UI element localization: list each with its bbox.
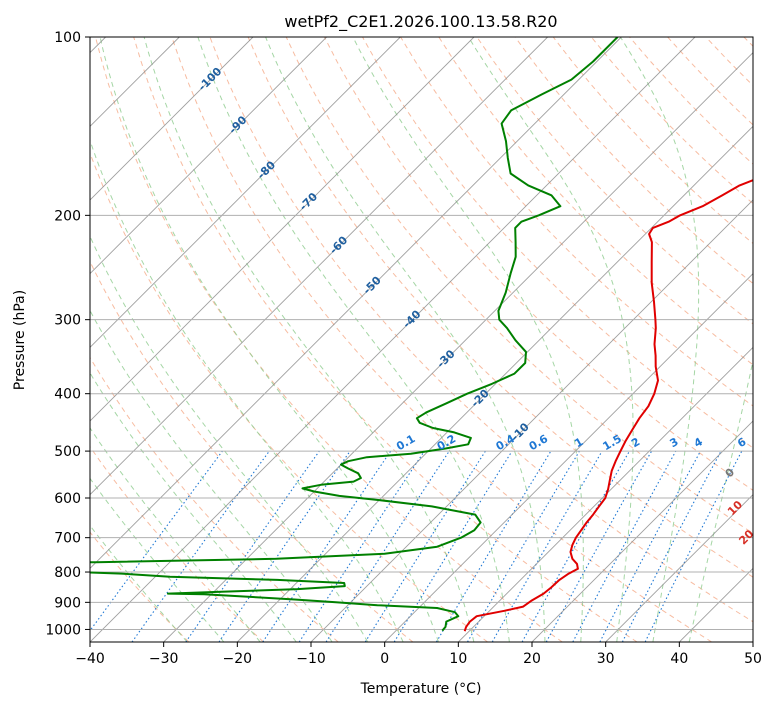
y-axis-title: Pressure (hPa)	[12, 290, 28, 390]
y-tick-label: 1000	[45, 622, 81, 638]
x-tick-label: 10	[449, 651, 467, 667]
y-tick-label: 400	[54, 387, 81, 403]
x-tick-label: 0	[380, 651, 389, 667]
x-tick-label: 40	[670, 651, 688, 667]
x-tick-label: 30	[597, 651, 615, 667]
y-tick-label: 600	[54, 491, 81, 507]
y-tick-label: 700	[54, 531, 81, 547]
x-tick-label: 50	[744, 651, 762, 667]
x-tick-label: −10	[296, 651, 326, 667]
x-axis-title: Temperature (°C)	[360, 681, 482, 697]
chart-title: wetPf2_C2E1.2026.100.13.58.R20	[284, 12, 557, 32]
y-tick-label: 900	[54, 595, 81, 611]
y-tick-label: 200	[54, 208, 81, 224]
x-tick-label: −30	[149, 651, 179, 667]
y-tick-label: 500	[54, 444, 81, 460]
x-tick-label: −20	[223, 651, 253, 667]
y-tick-label: 100	[54, 30, 81, 46]
y-tick-label: 800	[54, 565, 81, 581]
x-tick-label: −40	[75, 651, 105, 667]
y-tick-label: 300	[54, 313, 81, 329]
x-tick-label: 20	[523, 651, 541, 667]
